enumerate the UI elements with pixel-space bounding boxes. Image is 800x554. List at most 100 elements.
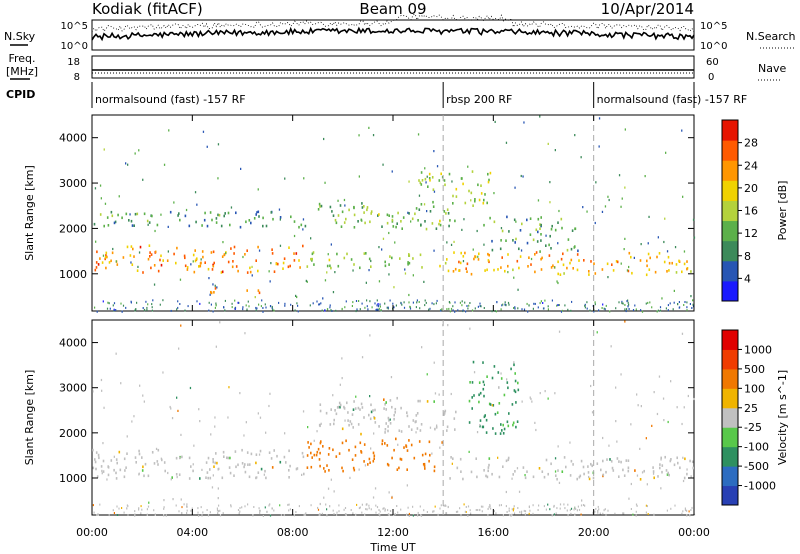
scatter-cell — [277, 263, 279, 266]
scatter-cell — [502, 424, 504, 427]
scatter-cell — [385, 422, 387, 425]
scatter-cell — [512, 424, 514, 427]
scatter-cell — [342, 470, 344, 473]
scatter-cell — [468, 505, 469, 507]
scatter-cell — [517, 382, 519, 385]
scatter-cell — [282, 267, 284, 270]
x-tick-label: 12:00 — [377, 526, 409, 539]
scatter-cell — [460, 262, 462, 265]
scatter-cell — [358, 134, 359, 136]
scatter-cell — [362, 356, 363, 358]
scatter-cell — [133, 255, 135, 258]
scatter-cell — [329, 505, 330, 507]
scatter-cell — [149, 255, 151, 258]
scatter-cell — [127, 164, 128, 166]
scatter-cell — [136, 302, 137, 304]
scatter-cell — [272, 218, 274, 221]
scatter-cell — [302, 452, 304, 455]
scatter-cell — [477, 256, 478, 258]
scatter-cell — [384, 442, 386, 445]
scatter-cell — [305, 225, 307, 228]
scatter-cell — [262, 307, 263, 309]
scatter-cell — [524, 474, 525, 476]
scatter-cell — [141, 456, 143, 459]
scatter-cell — [390, 399, 392, 402]
scatter-cell — [490, 403, 492, 406]
scatter-cell — [235, 307, 236, 309]
scatter-cell — [479, 199, 481, 202]
scatter-cell — [584, 305, 585, 307]
scatter-cell — [375, 421, 377, 424]
velocity-colorbar: 100050010025-25-100-500-1000Velocity [m … — [722, 330, 789, 506]
scatter-cell — [452, 202, 454, 205]
scatter-cell — [316, 301, 317, 303]
scatter-cell — [624, 304, 625, 306]
scatter-cell — [380, 511, 381, 513]
scatter-cell — [533, 476, 535, 479]
scatter-cell — [642, 471, 643, 473]
scatter-cell — [144, 309, 145, 311]
scatter-cell — [480, 419, 482, 422]
scatter-cell — [96, 266, 98, 269]
scatter-cell — [383, 507, 384, 509]
scatter-cell — [319, 452, 321, 455]
scatter-cell — [630, 256, 632, 259]
scatter-cell — [299, 266, 301, 269]
scatter-cell — [235, 212, 237, 215]
scatter-cell — [204, 261, 206, 264]
scatter-cell — [391, 497, 392, 499]
scatter-cell — [475, 307, 476, 309]
scatter-cell — [667, 250, 668, 252]
scatter-cell — [344, 306, 345, 308]
scatter-cell — [424, 203, 425, 205]
freq-unit: [MHz] — [6, 65, 38, 78]
scatter-cell — [121, 217, 123, 220]
scatter-cell — [375, 487, 376, 489]
scatter-cell — [498, 386, 500, 389]
scatter-cell — [245, 471, 247, 474]
scatter-cell — [646, 265, 648, 268]
scatter-cell — [388, 273, 389, 275]
scatter-cell — [590, 463, 592, 466]
scatter-cell — [395, 438, 397, 441]
scatter-cell — [119, 451, 121, 454]
scatter-cell — [189, 477, 191, 480]
scatter-cell — [400, 509, 401, 511]
scatter-cell — [609, 458, 611, 461]
scatter-cell — [615, 307, 616, 309]
scatter-cell — [354, 226, 356, 229]
scatter-cell — [504, 428, 506, 431]
scatter-cell — [538, 199, 539, 201]
scatter-cell — [511, 478, 512, 480]
scatter-cell — [632, 514, 633, 516]
scatter-cell — [344, 204, 345, 206]
scatter-cell — [409, 515, 410, 517]
scatter-cell — [391, 376, 392, 378]
scatter-cell — [677, 406, 678, 408]
scatter-cell — [535, 303, 536, 305]
scatter-cell — [566, 267, 568, 270]
scatter-cell — [137, 266, 138, 268]
scatter-cell — [571, 460, 573, 463]
scatter-cell — [429, 454, 431, 457]
scatter-cell — [222, 271, 224, 274]
scatter-cell — [640, 259, 642, 262]
scatter-cell — [567, 504, 568, 506]
scatter-cell — [266, 225, 268, 228]
scatter-cell — [624, 308, 625, 310]
scatter-cell — [572, 463, 574, 466]
scatter-cell — [360, 433, 362, 436]
scatter-cell — [223, 215, 225, 218]
scatter-cell — [385, 265, 387, 268]
scatter-cell — [454, 311, 455, 313]
colorbar-swatch — [722, 388, 738, 408]
scatter-cell — [508, 304, 509, 306]
scatter-cell — [660, 310, 661, 312]
scatter-cell — [259, 507, 260, 509]
scatter-cell — [583, 259, 585, 262]
scatter-cell — [686, 301, 687, 303]
scatter-cell — [579, 509, 580, 511]
scatter-cell — [294, 259, 296, 262]
scatter-cell — [287, 504, 288, 506]
scatter-cell — [454, 220, 456, 223]
